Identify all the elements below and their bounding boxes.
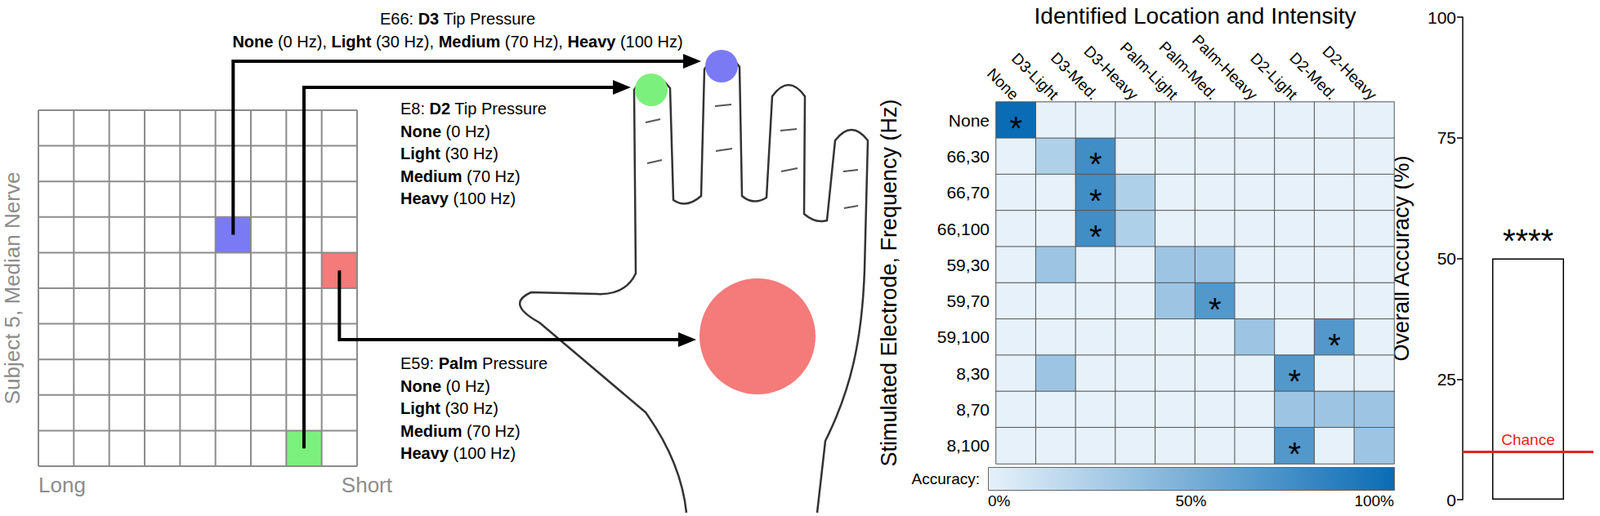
svg-text:Light (30 Hz): Light (30 Hz) [400,144,499,163]
svg-text:Medium (70 Hz): Medium (70 Hz) [400,422,521,441]
svg-text:50%: 50% [1175,492,1207,510]
svg-text:****: **** [1502,223,1554,260]
svg-text:66,30: 66,30 [946,147,990,166]
svg-text:E59: Palm Pressure: E59: Palm Pressure [400,354,548,373]
svg-text:Heavy (100 Hz): Heavy (100 Hz) [400,444,516,463]
svg-text:Palm-Med.: Palm-Med. [1155,38,1222,104]
svg-text:*: * [1089,183,1103,219]
svg-text:8,30: 8,30 [956,364,990,384]
svg-text:Accuracy:: Accuracy: [911,470,980,488]
svg-text:None: None [948,111,990,130]
svg-text:D2-Med.: D2-Med. [1286,49,1341,104]
svg-text:25: 25 [1437,370,1457,389]
svg-text:D2-Light: D2-Light [1247,49,1301,104]
svg-text:Long: Long [38,473,86,498]
svg-text:0: 0 [1446,491,1457,510]
svg-text:100: 100 [1427,8,1457,27]
svg-text:None (0 Hz), Light (30 Hz), Me: None (0 Hz), Light (30 Hz), Medium (70 H… [232,32,683,51]
svg-text:Medium (70 Hz): Medium (70 Hz) [400,167,521,186]
svg-text:66,70: 66,70 [946,183,990,202]
svg-text:*: * [1208,291,1222,328]
svg-text:0%: 0% [987,492,1011,510]
svg-text:Short: Short [341,473,394,498]
svg-text:59,30: 59,30 [946,255,990,275]
svg-text:Palm-Heavy: Palm-Heavy [1188,31,1261,103]
svg-text:*: * [1010,110,1024,147]
svg-text:Chance: Chance [1501,431,1556,449]
svg-text:Identified Location and Intens: Identified Location and Intensity [1034,3,1357,29]
svg-text:Stimulated Electrode, Frequenc: Stimulated Electrode, Frequency (Hz) [876,98,902,467]
svg-text:None (0 Hz): None (0 Hz) [400,377,491,396]
svg-text:8,100: 8,100 [946,436,990,456]
svg-text:66,100: 66,100 [937,219,990,239]
svg-text:59,100: 59,100 [937,327,990,347]
svg-text:Subject 5, Median Nerve: Subject 5, Median Nerve [0,172,25,406]
svg-text:*: * [1089,146,1103,183]
svg-text:8,70: 8,70 [956,400,990,420]
svg-text:D3-Heavy: D3-Heavy [1080,42,1142,104]
svg-text:E66: D3 Tip Pressure: E66: D3 Tip Pressure [379,9,536,28]
svg-text:Heavy (100 Hz): Heavy (100 Hz) [400,189,516,208]
svg-text:D3-Light: D3-Light [1008,49,1062,104]
svg-text:75: 75 [1437,128,1457,148]
svg-text:Overall Accuracy (%): Overall Accuracy (%) [1388,155,1414,362]
svg-text:E8: D2 Tip Pressure: E8: D2 Tip Pressure [400,99,547,118]
svg-text:59,70: 59,70 [946,291,990,311]
svg-text:50: 50 [1437,249,1457,269]
svg-text:None: None [983,64,1023,103]
svg-text:Light (30 Hz): Light (30 Hz) [400,399,499,418]
svg-text:None (0 Hz): None (0 Hz) [400,122,491,141]
svg-text:D3-Med.: D3-Med. [1047,49,1102,104]
svg-text:100%: 100% [1354,492,1395,510]
svg-text:D2-Heavy: D2-Heavy [1319,42,1382,104]
svg-text:Palm-Light: Palm-Light [1116,38,1182,104]
svg-text:*: * [1287,436,1301,473]
svg-text:*: * [1287,363,1301,400]
svg-text:*: * [1089,218,1103,255]
svg-text:*: * [1327,327,1341,364]
